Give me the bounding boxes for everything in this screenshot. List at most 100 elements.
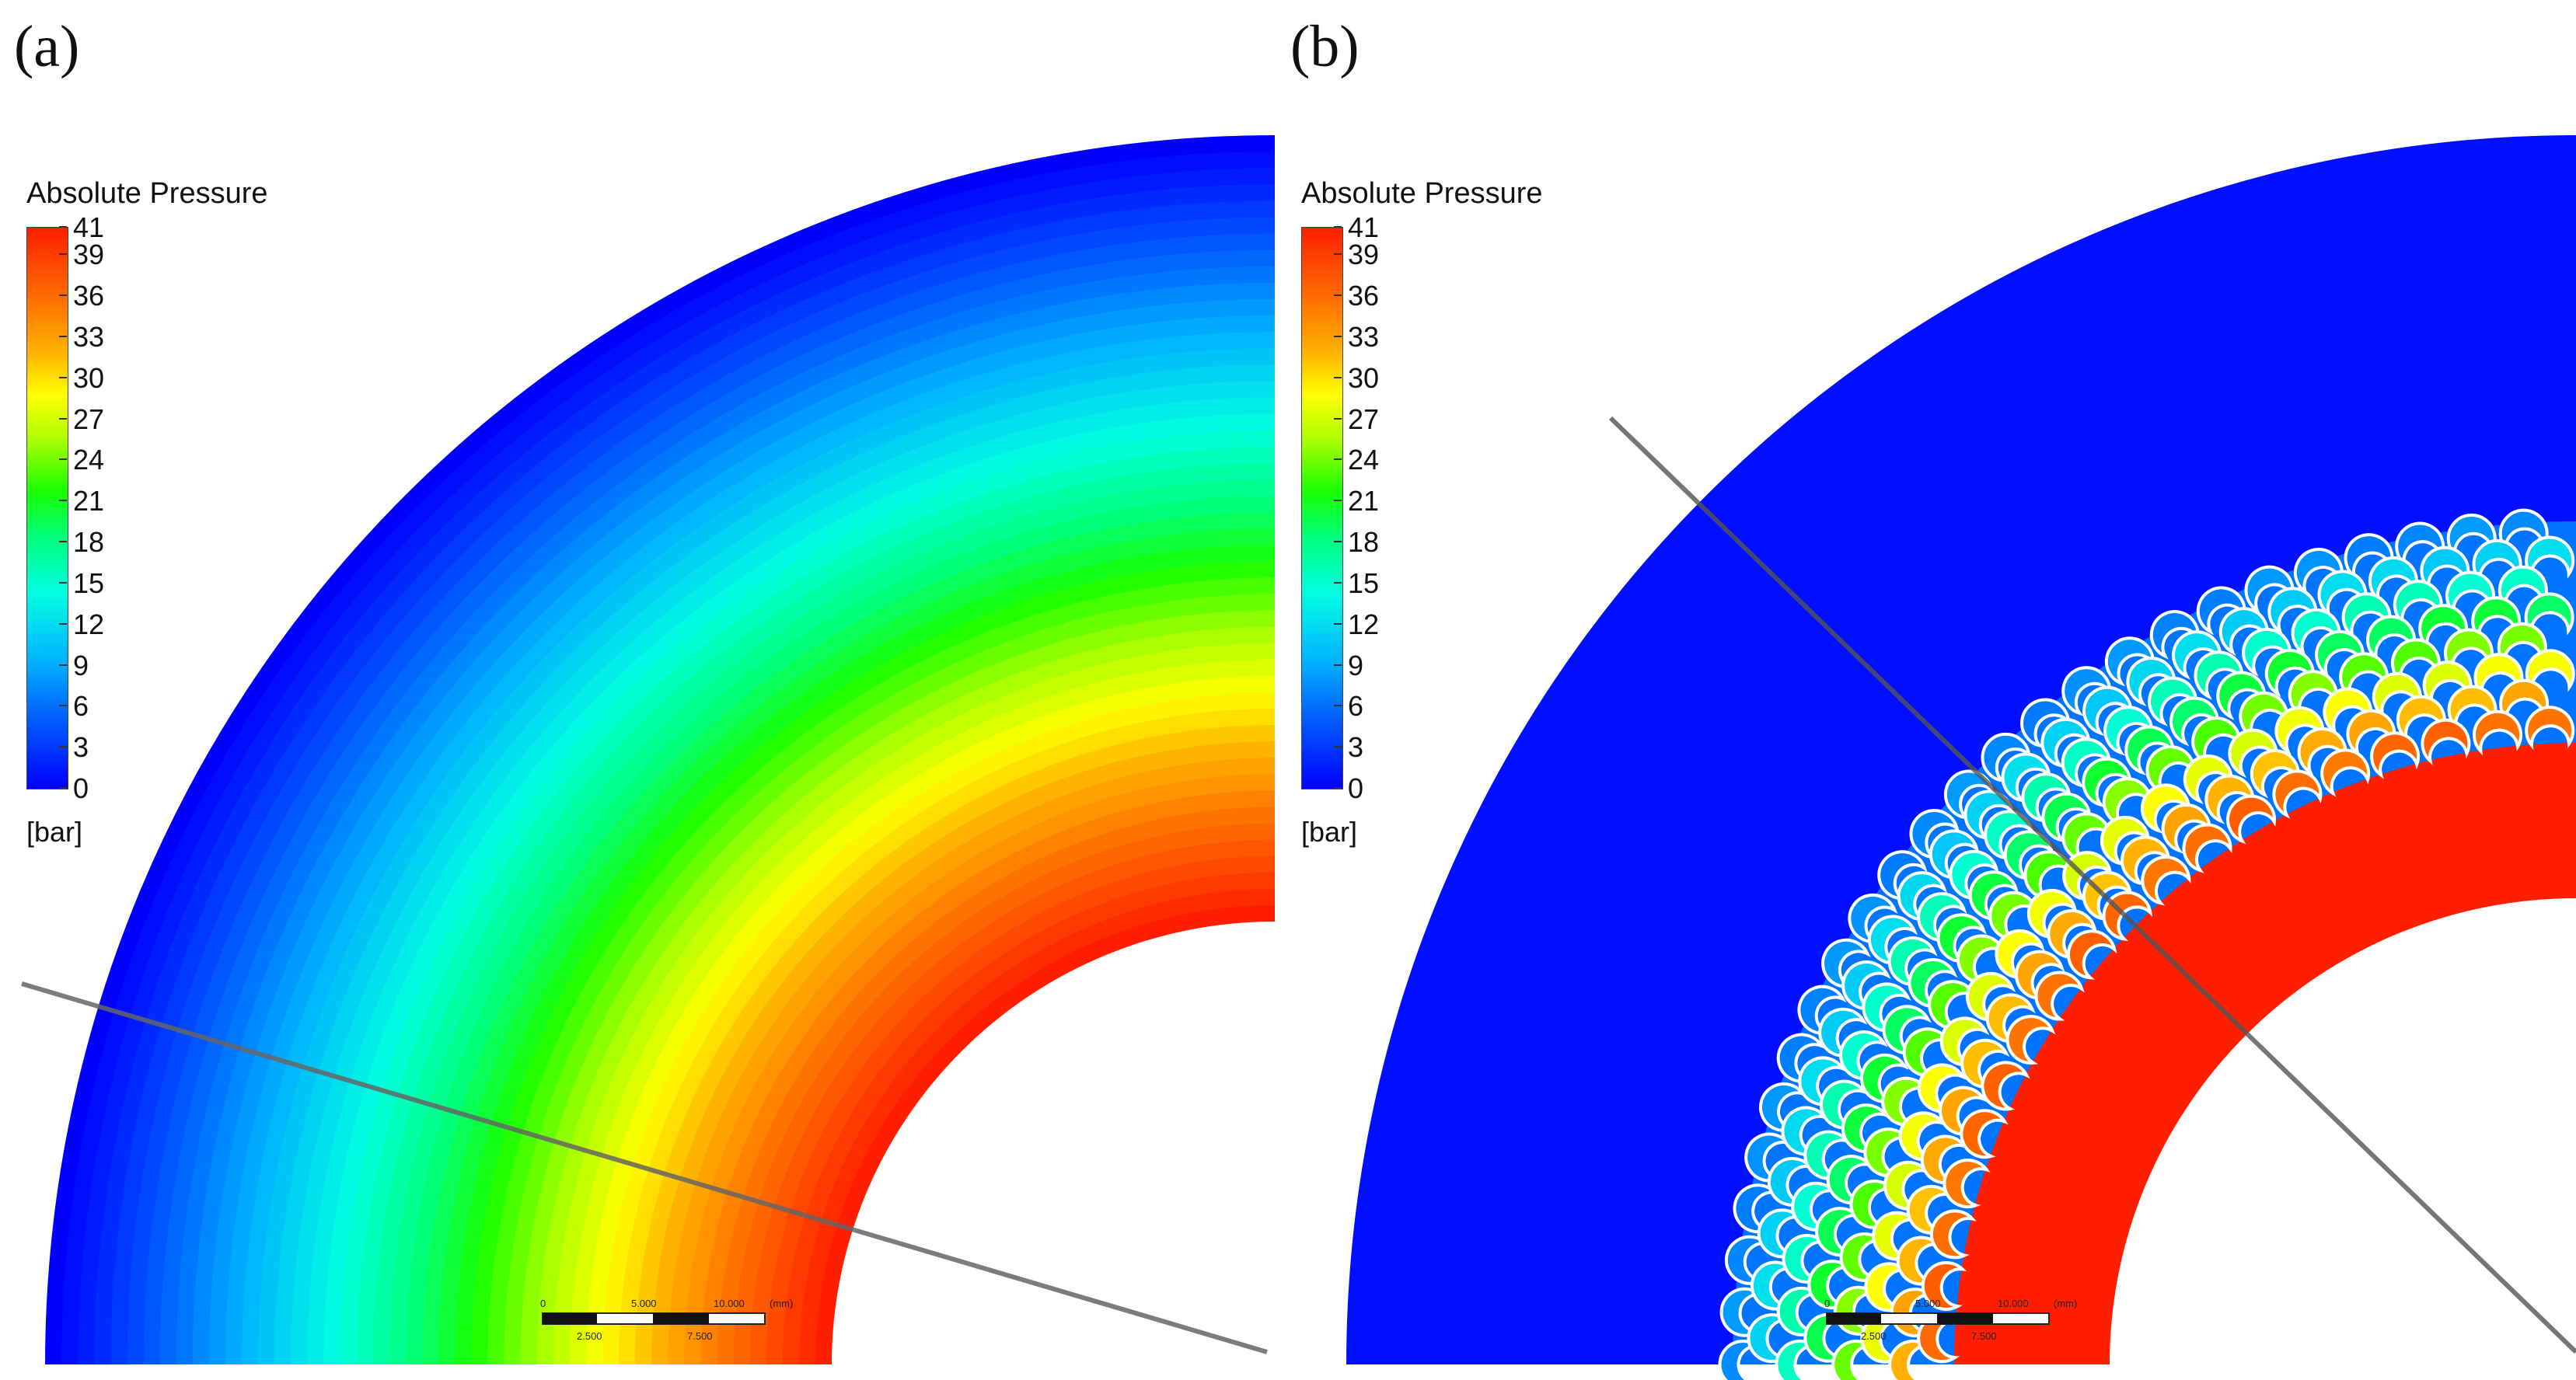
crescent-cell — [1981, 1061, 2030, 1111]
crescent-cell — [2297, 727, 2347, 776]
crescent-cell — [1888, 1340, 1932, 1380]
crescent-cell — [2228, 728, 2278, 779]
crescent-cell — [2341, 592, 2392, 640]
crescent-cell — [2320, 748, 2371, 797]
crescent-cell — [1981, 732, 2031, 783]
crescent-cell — [1939, 1086, 1988, 1136]
crescent-cell — [1839, 1030, 1888, 1081]
crescent-cell — [1775, 1340, 1819, 1380]
crescent-cell — [1798, 1056, 1847, 1106]
crescent-cell — [1839, 1232, 1886, 1282]
crescent-cell — [2272, 769, 2323, 819]
crescent-cell — [1815, 1207, 1862, 1257]
crescent-cell — [2264, 649, 2315, 698]
crescent-cell — [2393, 580, 2443, 627]
legend-tick-label: 39 — [73, 239, 105, 271]
panel-b-label: (b) — [1290, 14, 1360, 79]
crescent-cell — [2499, 678, 2550, 724]
scalebar-a-unit: (mm) — [770, 1298, 793, 1309]
crescent-cell — [1960, 1038, 2010, 1089]
crescent-cell — [2003, 830, 2054, 880]
crescent-cell — [2323, 687, 2373, 736]
crescent-cell — [1831, 1340, 1876, 1380]
crescent-cell — [2169, 696, 2220, 747]
crescent-cell — [1917, 892, 1967, 943]
crescent-cell — [2420, 545, 2470, 593]
crescent-cell — [1883, 1160, 1931, 1211]
panel-a-label: (a) — [14, 14, 80, 79]
legend-tick-label: 9 — [73, 649, 89, 681]
crescent-cell — [2317, 570, 2368, 618]
crescent-cell — [1995, 929, 2045, 979]
legend-tick-mark — [59, 581, 67, 584]
crescent-cell — [2372, 671, 2422, 720]
legend-tick-label: 36 — [1348, 280, 1380, 312]
crescent-cell — [2015, 950, 2065, 1000]
inner-bore — [2110, 898, 2576, 1364]
crescent-cell — [2216, 671, 2267, 720]
crescent-cell — [2001, 752, 2051, 803]
crescent-cell — [2267, 587, 2318, 636]
crescent-cell — [2126, 657, 2176, 707]
crescent-cell — [1724, 1235, 1771, 1285]
crescent-cell — [2471, 596, 2522, 642]
scalebar-a-tick-0: 0 — [540, 1298, 546, 1309]
legend-tick-label: 27 — [1348, 402, 1380, 435]
crescent-cell — [1949, 849, 1999, 900]
legend-tick-label: 15 — [73, 566, 105, 599]
crescent-cell — [1744, 1132, 1792, 1183]
legend-tick-label: 6 — [73, 690, 89, 723]
crescent-cell — [2172, 630, 2222, 680]
crescent-cell — [2315, 629, 2365, 678]
crescent-cell — [2525, 535, 2575, 580]
cut-line-b — [1608, 416, 2576, 1354]
legend-tick-label: 3 — [73, 731, 89, 764]
crescent-cell — [1826, 1155, 1874, 1204]
crescent-cell — [1750, 1260, 1796, 1311]
crescent-cell — [2103, 706, 2154, 756]
crescent-cell — [1868, 915, 1918, 965]
crescent-cell — [1818, 1007, 1868, 1058]
legend-tick-label: 12 — [1348, 608, 1380, 640]
legend-tick-label: 27 — [73, 402, 105, 435]
legend-b-unit: [bar] — [1301, 816, 1358, 848]
crescent-cell — [1841, 1103, 1890, 1154]
crescent-cell — [2446, 513, 2497, 559]
crescent-cell — [1898, 1111, 1947, 1162]
crescent-cell — [1791, 1181, 1838, 1232]
crescent-cell — [2368, 556, 2418, 604]
legend-tick-label: 6 — [1348, 690, 1364, 723]
panel-b-contour-plot: 0 5.000 10.000 (mm) 2.500 7.500 — [1346, 135, 2576, 1380]
crescent-cell — [1758, 1082, 1807, 1132]
legend-tick-mark — [1334, 417, 1342, 420]
crescent-cell — [1984, 810, 2034, 860]
crescent-cell — [2182, 823, 2232, 873]
crescent-cell — [2061, 666, 2112, 716]
crescent-cell — [1849, 1179, 1897, 1229]
scale-bar-a: 0 5.000 10.000 (mm) 2.500 7.500 — [540, 1298, 793, 1342]
crescent-cell — [2473, 709, 2522, 756]
crescent-cell — [1942, 1159, 1991, 1209]
legend-tick-label: 39 — [1348, 239, 1380, 271]
crescent-cell — [2082, 757, 2132, 808]
legend-tick-mark — [59, 376, 67, 378]
legend-tick-mark — [59, 705, 67, 707]
crescent-cell — [2346, 709, 2396, 758]
crescent-cell — [1797, 984, 1847, 1035]
crescent-cell — [1747, 1313, 1792, 1364]
crescent-cell — [2497, 565, 2548, 611]
crescent-cell — [1768, 1156, 1815, 1207]
legend-tick-mark — [1334, 376, 1342, 378]
legend-tick-mark — [1334, 705, 1342, 707]
legend-tick-label: 21 — [73, 485, 105, 518]
crescent-cell — [2444, 628, 2494, 674]
crescent-cell — [2344, 533, 2394, 580]
scalebar-b-unit: (mm) — [2054, 1298, 2077, 1309]
crescent-cell — [1887, 936, 1938, 987]
crescent-cell — [1968, 870, 2019, 921]
crescent-cell — [2149, 610, 2200, 660]
crescent-cell — [2242, 628, 2292, 677]
crescent-cell — [2026, 888, 2078, 939]
legend-tick-label: 41 — [1348, 211, 1380, 243]
scalebar-b-tick-10: 10.000 — [1998, 1298, 2029, 1309]
